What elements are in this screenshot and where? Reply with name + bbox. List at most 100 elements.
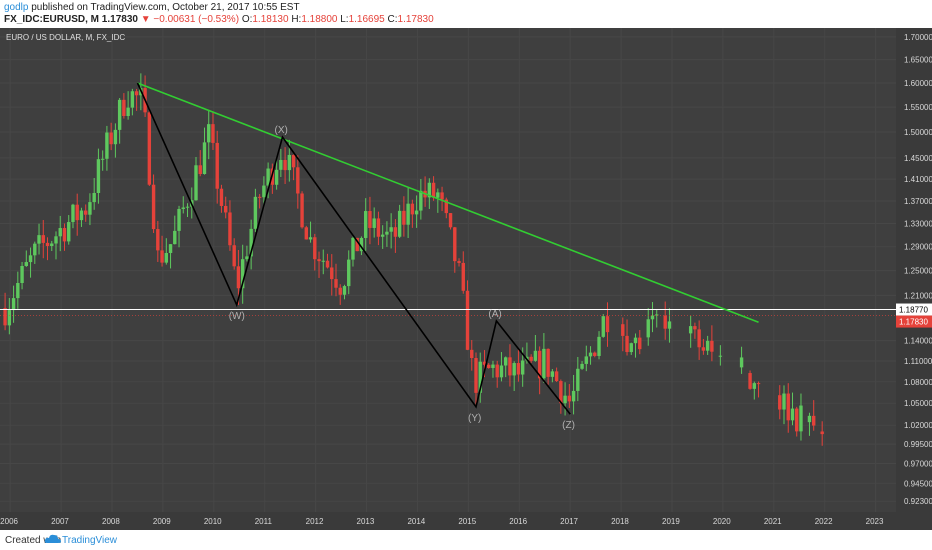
candle-up [563, 382, 567, 416]
candle-body [701, 347, 706, 351]
candle-body [215, 142, 219, 189]
candle-down [393, 219, 398, 253]
horizontal-line-value: 1.18770 [899, 306, 928, 315]
candle-body [113, 129, 118, 145]
candle-down [198, 150, 202, 177]
author-link[interactable]: godlp [4, 2, 29, 13]
candle-body [584, 356, 589, 364]
candle-up [33, 241, 37, 264]
candle-body [207, 124, 211, 143]
candle-up [363, 198, 368, 251]
candle-down [122, 93, 126, 119]
drawings: (W) (X) (Y) (A) (Z) [0, 82, 896, 431]
candle-body [45, 242, 50, 247]
candle-body [448, 213, 453, 228]
wave-label: (Y) [468, 413, 481, 424]
candle-body [397, 210, 402, 237]
candle-body [202, 142, 207, 175]
candle-down [410, 199, 415, 228]
candle-up [50, 240, 54, 251]
candle-body [663, 315, 667, 329]
wave-label: (A) [488, 309, 501, 320]
candle-down [368, 196, 372, 245]
candle-up [113, 123, 118, 158]
candle-up [655, 309, 659, 328]
candle-up [274, 157, 279, 190]
candle-body [546, 348, 550, 377]
candle-body [790, 408, 795, 421]
candle-up [240, 244, 245, 304]
low-label: L: [340, 14, 349, 25]
candle-body [491, 364, 495, 368]
candle-body [482, 361, 487, 365]
symbol-name: FX_IDC:EURUSD, M [4, 14, 100, 25]
candle-body [240, 259, 245, 289]
y-tick-label: 1.50000 [904, 128, 932, 137]
candle-up [752, 381, 757, 400]
candle-body [334, 279, 338, 288]
candle-up [799, 393, 803, 441]
candle-down [283, 147, 287, 184]
candle-body [96, 159, 101, 194]
candle-down [621, 317, 625, 352]
candle-up [633, 333, 638, 358]
candle-body [629, 343, 633, 353]
projection-candles [621, 301, 824, 446]
candle-body [168, 244, 173, 254]
candle-down [495, 360, 499, 388]
candle-body [638, 337, 642, 350]
candle-body [313, 237, 317, 260]
candle-down [291, 154, 296, 181]
candle-body [50, 243, 54, 247]
candle-body [436, 192, 440, 198]
candle-body [11, 298, 16, 311]
candle-up [571, 374, 576, 415]
candle-body [355, 237, 359, 252]
candle-down [325, 253, 330, 269]
candle-down [529, 354, 533, 363]
price-chart[interactable]: (W) (X) (Y) (A) (Z) 1.70000 1.65000 1.60000 1.5… [0, 28, 932, 530]
candle-body [88, 202, 92, 215]
tradingview-link[interactable]: TradingView [62, 535, 118, 546]
candle-body [655, 314, 659, 316]
candle-down [820, 421, 824, 446]
candle-up [126, 91, 130, 120]
candle-down [3, 292, 7, 331]
candle-up [705, 335, 710, 355]
candle-down [211, 111, 215, 150]
candle-down [546, 348, 550, 385]
candle-down [330, 254, 334, 296]
candle-down [453, 226, 457, 273]
candle-down [228, 200, 232, 251]
publish-info: godlp published on TradingView.com, Octo… [4, 2, 300, 13]
candle-body [474, 358, 478, 393]
candle-body [495, 364, 499, 378]
candle-body [147, 112, 152, 185]
candle-down [811, 400, 816, 431]
candle-body [296, 167, 300, 194]
candle-body [650, 315, 655, 320]
y-tick-label: 1.14000 [904, 337, 932, 346]
y-tick-label: 1.25000 [904, 267, 932, 276]
x-tick-label: 2011 [255, 517, 273, 526]
candle-body [342, 286, 347, 295]
candle-body [198, 165, 202, 175]
candle-body [287, 154, 292, 171]
candle-body [181, 207, 185, 209]
candle-down [440, 186, 444, 212]
candle-down [41, 220, 45, 259]
candle-down [516, 349, 521, 382]
candle-down [232, 238, 236, 270]
candle-down [313, 233, 317, 271]
candle-body [559, 381, 563, 404]
candle-body [262, 185, 266, 198]
x-tick-label: 2013 [357, 517, 375, 526]
candle-up [71, 203, 75, 229]
candle-body [156, 229, 160, 251]
candle-up [92, 177, 96, 210]
candle-body [368, 211, 372, 228]
candle-body [79, 210, 84, 221]
candle-body [799, 405, 803, 432]
candle-body [529, 356, 533, 361]
candle-body [778, 395, 782, 410]
